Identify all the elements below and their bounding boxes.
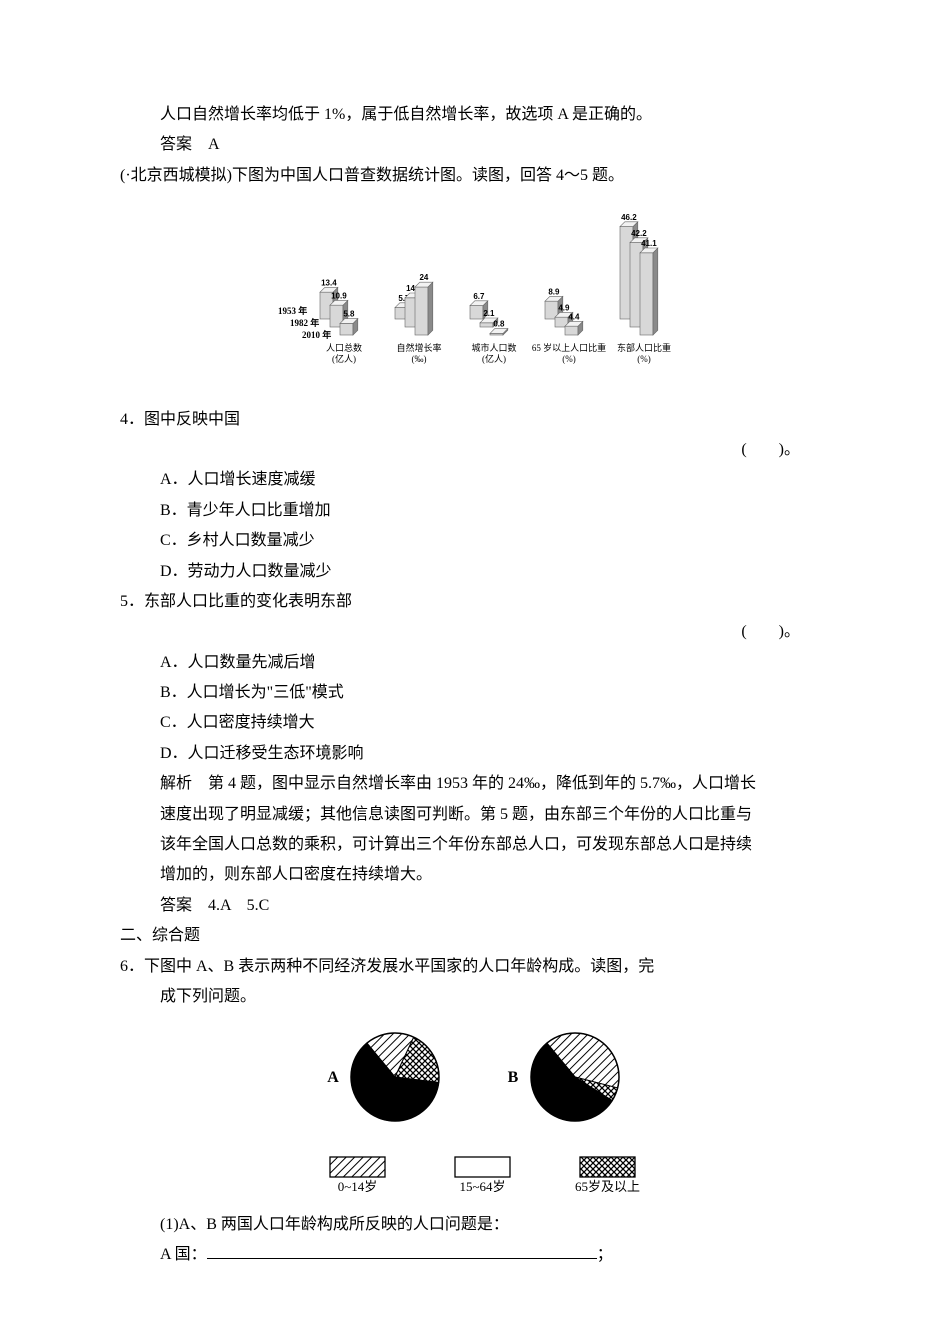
q6-stem-line1: 6．下图中 A、B 表示两种不同经济发展水平国家的人口年龄构成。读图，完	[120, 952, 830, 982]
q5-blank: ( )。	[120, 617, 830, 647]
svg-text:城市人口数: 城市人口数	[471, 342, 516, 353]
q4-stem: 4．图中反映中国	[120, 405, 830, 435]
svg-text:1953 年: 1953 年	[278, 305, 307, 316]
svg-text:(亿人): (亿人)	[332, 353, 356, 364]
q5-stem: 5．东部人口比重的变化表明东部	[120, 587, 830, 617]
intro-line1: 人口自然增长率均低于 1%，属于低自然增长率，故选项 A 是正确的。	[120, 100, 830, 130]
answer-45: 答案 4.A 5.C	[120, 891, 830, 921]
intro-answer: 答案 A	[120, 130, 830, 160]
explain-line3: 该年全国人口总数的乘积，可计算出三个年份东部总人口，可发现东部总人口是持续	[120, 830, 830, 860]
svg-text:1982 年: 1982 年	[290, 317, 319, 328]
q4-opt-a: A．人口增长速度减缓	[120, 465, 830, 495]
q6-stem-line2: 成下列问题。	[120, 982, 830, 1012]
svg-text:46.2: 46.2	[621, 213, 637, 222]
svg-text:15~64岁: 15~64岁	[459, 1179, 505, 1192]
svg-text:(%): (%)	[562, 354, 576, 364]
source-line: (·北京西城模拟)下图为中国人口普查数据统计图。读图，回答 4～5 题。	[120, 161, 830, 191]
svg-text:0.8: 0.8	[493, 320, 505, 329]
explain-line4: 增加的，则东部人口密度在持续增大。	[120, 860, 830, 890]
svg-text:2010 年: 2010 年	[302, 329, 331, 340]
q6-sub1-prompt: (1)A、B 两国人口年龄构成所反映的人口问题是：	[120, 1210, 830, 1240]
svg-text:4.4: 4.4	[568, 313, 580, 322]
svg-text:东部人口比重: 东部人口比重	[617, 342, 671, 353]
pie-chart: A B 0~14岁 15~64岁 65岁及以上	[120, 1022, 830, 1203]
svg-text:B: B	[508, 1069, 519, 1086]
q4-opt-c: C．乡村人口数量减少	[120, 526, 830, 556]
svg-text:(亿人): (亿人)	[482, 353, 506, 364]
svg-text:42.2: 42.2	[631, 229, 647, 238]
svg-text:2.1: 2.1	[483, 309, 495, 318]
svg-text:6.7: 6.7	[473, 292, 485, 301]
svg-text:4.9: 4.9	[558, 304, 570, 313]
q4-blank: ( )。	[120, 435, 830, 465]
svg-text:41.1: 41.1	[641, 239, 657, 248]
a-prefix: A 国：	[160, 1246, 207, 1263]
q5-opt-a: A．人口数量先减后增	[120, 648, 830, 678]
q4-opt-d: D．劳动力人口数量减少	[120, 557, 830, 587]
a-suffix: ；	[597, 1246, 613, 1263]
q5-opt-c: C．人口密度持续增大	[120, 708, 830, 738]
svg-text:8.9: 8.9	[548, 288, 560, 297]
census-bar-chart: 2010 年1982 年1953 年13.410.95.85.714.6246.…	[120, 195, 830, 396]
svg-text:(%): (%)	[637, 354, 651, 364]
q5-opt-d: D．人口迁移受生态环境影响	[120, 739, 830, 769]
section-2-heading: 二、综合题	[120, 921, 830, 951]
q4-opt-b: B．青少年人口比重增加	[120, 496, 830, 526]
svg-text:24: 24	[419, 273, 428, 282]
svg-text:人口总数: 人口总数	[326, 342, 362, 353]
q5-opt-b: B．人口增长为"三低"模式	[120, 678, 830, 708]
svg-text:65岁及以上: 65岁及以上	[575, 1179, 640, 1192]
svg-text:65 岁以上人口比重: 65 岁以上人口比重	[532, 342, 606, 353]
explain-line2: 速度出现了明显减缓；其他信息读图可判断。第 5 题，由东部三个年份的人口比重与	[120, 800, 830, 830]
svg-text:A: A	[327, 1069, 339, 1086]
svg-text:自然增长率: 自然增长率	[396, 342, 441, 353]
blank-underline	[207, 1244, 597, 1259]
q6-sub1-a-line: A 国： ；	[120, 1240, 830, 1270]
svg-text:10.9: 10.9	[331, 292, 347, 301]
svg-text:(‰): (‰)	[412, 354, 427, 364]
explain-line1: 解析 第 4 题，图中显示自然增长率由 1953 年的 24‰，降低到年的 5.…	[120, 769, 830, 799]
svg-text:5.8: 5.8	[343, 310, 355, 319]
svg-text:0~14岁: 0~14岁	[338, 1179, 378, 1192]
svg-text:13.4: 13.4	[321, 279, 337, 288]
